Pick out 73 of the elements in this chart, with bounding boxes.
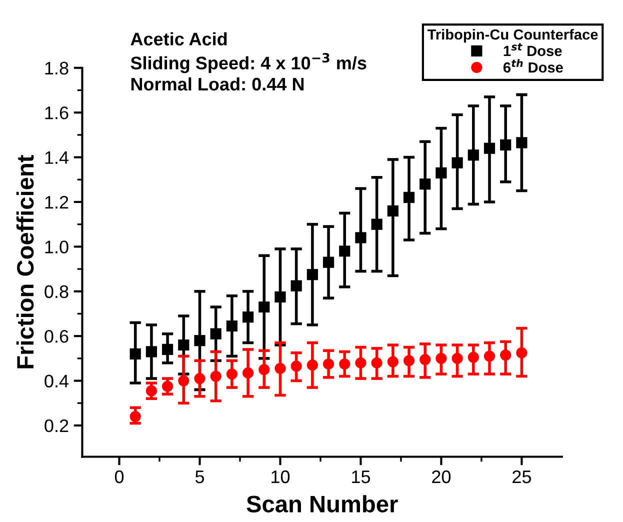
point: [371, 218, 382, 230]
x-tick-label: 20: [432, 470, 451, 484]
point: [468, 149, 479, 161]
point: [468, 352, 479, 363]
point: [516, 347, 528, 358]
point: [242, 312, 254, 323]
point: [420, 178, 431, 190]
point: [178, 339, 190, 351]
x-tick-label: 25: [512, 470, 531, 484]
point: [242, 367, 254, 378]
point: [210, 370, 222, 382]
point: [355, 232, 366, 244]
x-tick-label: 10: [272, 470, 290, 484]
point: [178, 375, 190, 386]
point: [130, 410, 141, 422]
point: [500, 139, 512, 151]
point: [339, 358, 350, 370]
point: [387, 356, 398, 368]
point: [130, 348, 141, 360]
point: [403, 355, 415, 366]
y-axis-title: Friction Coefficient: [16, 155, 34, 368]
point: [452, 352, 463, 364]
point: [226, 320, 238, 332]
x-axis-title: Scan Number: [246, 495, 398, 512]
point: [436, 167, 447, 178]
y-tick-label: 1.4: [45, 151, 69, 164]
point: [516, 137, 528, 148]
y-tick-label: 0.4: [44, 374, 69, 388]
legend-label: 1$^{st}$ Dose: [504, 43, 562, 56]
point: [146, 346, 158, 358]
point: [322, 256, 334, 268]
point: [484, 350, 496, 362]
point: [484, 142, 496, 154]
point: [355, 357, 366, 368]
annotation: Sliding Speed: 4 x 10$^{−3}$ m/s: [130, 52, 366, 74]
y-tick-label: 1.8: [45, 62, 68, 75]
y-tick-label: 0.8: [44, 285, 68, 298]
point: [274, 291, 286, 303]
legend-title: Tribopin-Cu Counterface: [427, 28, 598, 43]
point: [306, 360, 318, 371]
point: [322, 358, 334, 370]
point: [306, 269, 318, 280]
point: [162, 380, 174, 392]
y-tick-label: 1.6: [45, 106, 68, 120]
point: [210, 328, 222, 340]
point: [258, 301, 270, 313]
point: [387, 205, 398, 216]
point: [194, 372, 206, 384]
point: [500, 350, 512, 361]
point: [226, 368, 238, 380]
point: [290, 280, 302, 292]
point: [339, 246, 350, 257]
y-tick-label: 0.2: [44, 419, 68, 432]
x-tick-label: 5: [195, 470, 204, 484]
point: [290, 360, 302, 372]
text: Acetic Acid: [130, 32, 227, 46]
y-tick-label: 0.6: [44, 330, 68, 343]
point: [146, 385, 158, 396]
point: [258, 364, 270, 376]
point: [371, 357, 382, 368]
annotation: Normal Load: 0.44 N: [131, 77, 304, 91]
point: [403, 192, 415, 204]
x-tick-label: 15: [352, 470, 370, 484]
point: [452, 157, 463, 168]
point: [436, 352, 447, 364]
point: [162, 344, 174, 356]
point: [194, 334, 206, 346]
y-tick-label: 1.2: [45, 196, 68, 208]
y-tick-label: 1.0: [45, 240, 68, 254]
x-tick-label: 0: [114, 470, 124, 484]
point: [274, 362, 286, 374]
legend-label: 6$^{th}$ Dose: [503, 59, 563, 73]
point: [420, 354, 431, 366]
